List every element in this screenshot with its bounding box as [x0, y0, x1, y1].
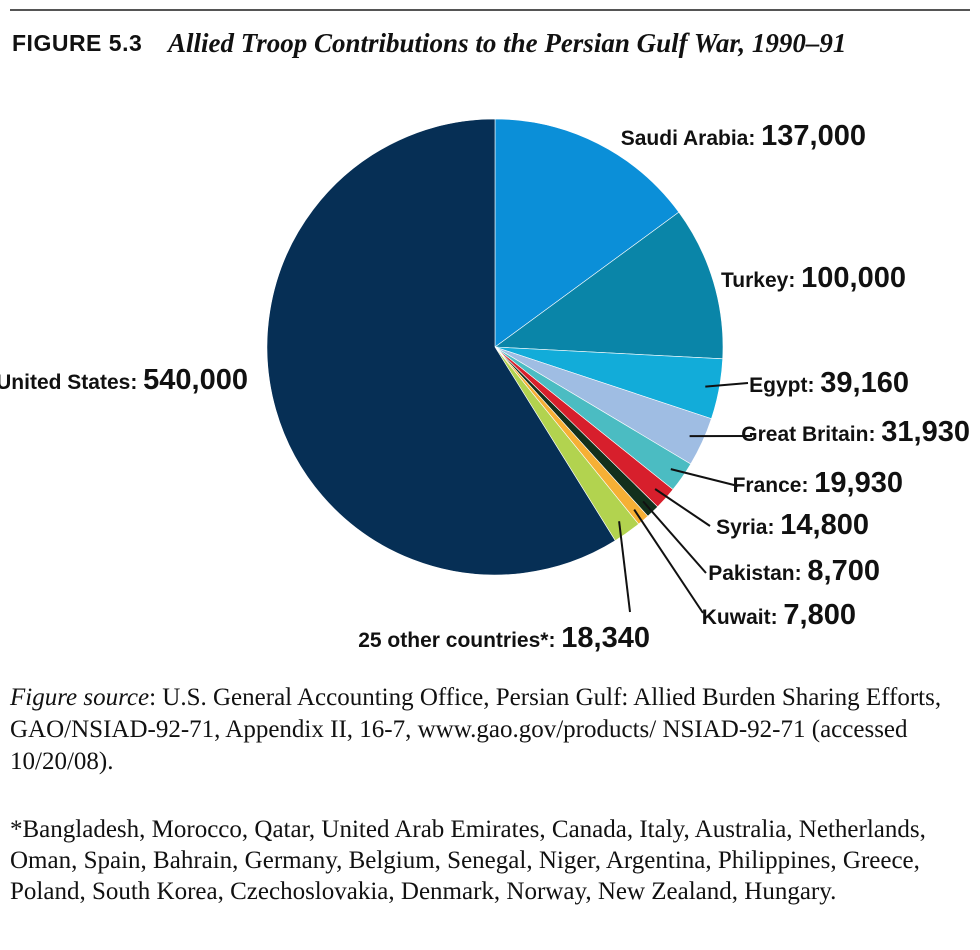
slice-label-value: 18,340: [561, 622, 650, 654]
slice-label-saudi-arabia: Saudi Arabia: 137,000: [621, 120, 866, 152]
leader-line-25-other-countries: [618, 521, 631, 613]
slice-label-france: France: 19,930: [733, 467, 903, 499]
pie-slice-united-states: [266, 118, 616, 576]
slice-label-name: Egypt:: [749, 374, 820, 397]
pie-chart: Saudi Arabia: 137,000 Turkey: 100,000 Egyp…: [0, 118, 970, 654]
slice-label-value: 31,930: [881, 416, 970, 448]
slice-label-name: Pakistan:: [708, 562, 807, 585]
slice-label-value: 39,160: [820, 367, 909, 399]
leader-lines: [618, 382, 753, 614]
slice-label-egypt: Egypt: 39,160: [749, 367, 909, 399]
slice-label-value: 137,000: [761, 120, 866, 152]
slice-label-value: 100,000: [801, 262, 906, 294]
slice-label-name: Kuwait:: [702, 606, 784, 629]
leader-line-france: [670, 468, 739, 487]
leader-line-pakistan: [642, 500, 707, 574]
slice-label-name: France:: [733, 474, 815, 497]
slice-label-pakistan: Pakistan: 8,700: [708, 555, 880, 587]
slice-label-value: 8,700: [807, 555, 880, 587]
figure-number: FIGURE 5.3: [12, 30, 143, 56]
slice-label-value: 540,000: [143, 364, 248, 396]
slice-label-name: Saudi Arabia:: [621, 127, 761, 150]
slice-label-turkey: Turkey: 100,000: [721, 262, 906, 294]
top-rule: [10, 9, 970, 11]
slice-label-syria: Syria: 14,800: [716, 509, 869, 541]
pie-slices: [266, 118, 724, 576]
slice-label-value: 7,800: [783, 599, 856, 631]
slice-label-name: Turkey:: [721, 269, 801, 292]
slice-label-name: Syria:: [716, 516, 780, 539]
slice-label-united-states: United States: 540,000: [0, 364, 248, 396]
slice-label-kuwait: Kuwait: 7,800: [702, 599, 856, 631]
slice-label-value: 19,930: [814, 467, 903, 499]
leader-line-kuwait: [633, 509, 704, 614]
pie-slice-turkey: [494, 211, 724, 360]
slice-label-great-britain: Great Britain: 31,930: [741, 416, 970, 448]
slice-label-name: 25 other countries*:: [358, 629, 561, 652]
slice-label-name: Great Britain:: [741, 423, 881, 446]
leader-line-egypt: [705, 382, 749, 388]
figure-title: Allied Troop Contributions to the Persia…: [168, 28, 847, 58]
slice-label-value: 14,800: [780, 509, 869, 541]
pie-slice-saudi-arabia: [494, 118, 680, 348]
slice-label-name: United States:: [0, 371, 143, 394]
footnote: *Bangladesh, Morocco, Qatar, United Arab…: [10, 816, 926, 905]
slice-label-25-other-countries: 25 other countries*: 18,340: [358, 622, 650, 654]
slice-labels: Saudi Arabia: 137,000 Turkey: 100,000 Egyp…: [0, 120, 970, 654]
figure-source: Figure source: U.S. General Accounting O…: [10, 682, 970, 778]
source-label: Figure source: [10, 684, 150, 711]
source-text: : U.S. General Accounting Office, Persia…: [10, 684, 942, 775]
leader-line-syria: [654, 488, 711, 527]
